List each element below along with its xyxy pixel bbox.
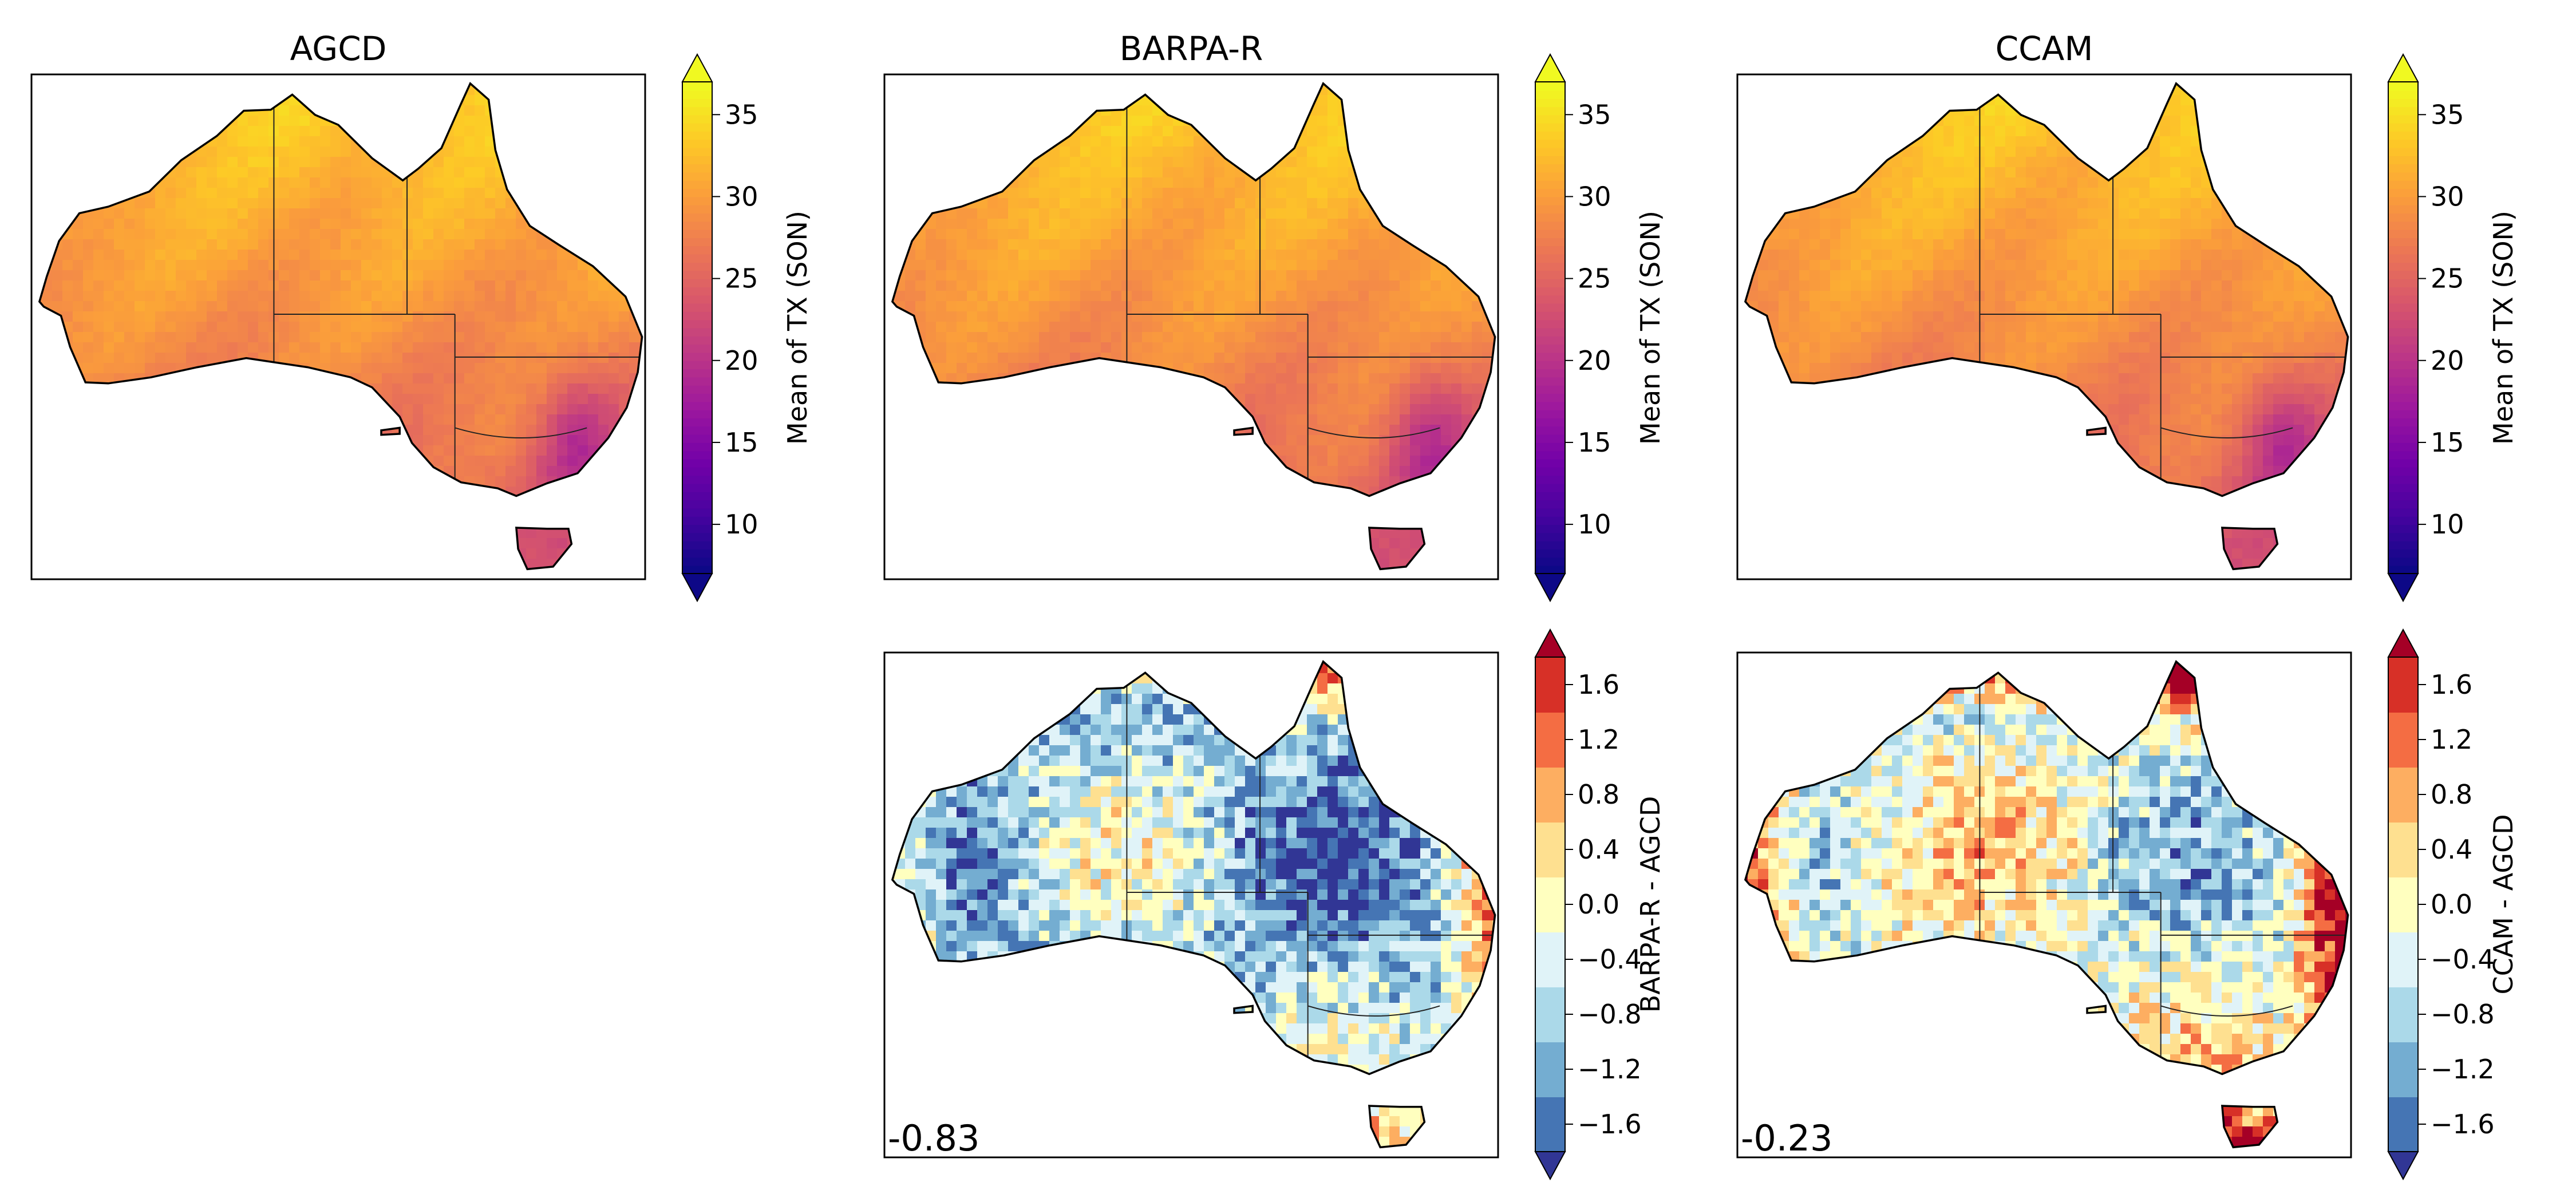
colorbar-tick-label: 35 [2431,99,2464,130]
colorbar-label: CCAM - AGCD [2488,814,2519,994]
state-borders [1979,661,2348,1072]
colorbar-tick-label: 20 [1578,345,1611,376]
colorbar-tick-label: 10 [725,509,758,540]
colorbar-tick-label: 0.8 [2431,779,2472,810]
colorbar-tick-label: 15 [1578,427,1611,458]
colorbar-tick-label: 30 [2431,181,2464,212]
colorbar-tick-label: 25 [2431,263,2464,294]
field-raster [892,83,1495,570]
coastline [1744,82,2349,571]
field-raster [892,661,1495,1148]
colorbar-tick-label: −1.2 [1578,1054,1642,1085]
state-borders [1979,83,2348,494]
coastline [38,82,643,571]
colorbar-tick-label: −1.6 [1578,1109,1642,1140]
colorbar-tick-label: 20 [725,345,758,376]
colorbar-tick-label: 0.4 [1578,834,1619,865]
colorbar: 10 15 20 25 30 35 Mean of TX (SON) [2387,53,2519,603]
colorbar-tick-label: −1.6 [2431,1109,2495,1140]
map-panel-ccam: CCAM 10 15 20 25 30 35 Mean of TX (SON) [1736,29,2519,603]
colorbar-tick-label: 30 [1578,181,1611,212]
colorbar-tick-label: 25 [725,263,758,294]
colorbar: 10 15 20 25 30 35 Mean of TX (SON) [1534,53,1666,603]
map-frame [883,73,1499,580]
map-panel-barpa-diff: -0.83 −1.6 −1.2 −0.8 −0.4 0.0 0.4 0.8 1.2 1.6 BARP… [883,628,1666,1181]
panel-title: AGCD [290,29,387,68]
colorbar-tick-label: 35 [1578,99,1611,130]
colorbar: −1.6 −1.2 −0.8 −0.4 0.0 0.4 0.8 1.2 1.6 BARPA-R -… [1534,628,1666,1181]
field-raster [39,83,642,570]
colorbar-tick-label: 1.2 [2431,724,2472,755]
bias-value: -0.23 [1741,1117,1832,1159]
map-panel-barpa: BARPA-R 10 15 20 25 30 35 Mean of TX (SON) [883,29,1666,603]
field-raster [1745,661,2348,1148]
colorbar-tick-label: 1.6 [1578,669,1619,700]
state-borders [1126,83,1495,494]
colorbar-tick-label: −1.2 [2431,1054,2495,1085]
colorbar-tick-label: 0.8 [1578,779,1619,810]
colorbar-tick-label: 1.2 [1578,724,1619,755]
colorbar-tick-label: −0.8 [1578,999,1642,1030]
field-raster [1745,83,2348,570]
colorbar-label: Mean of TX (SON) [782,211,813,445]
colorbar-tick-label: 15 [725,427,758,458]
colorbar-tick-label: 0.0 [2431,889,2472,920]
colorbar-tick-label: 15 [2431,427,2464,458]
panel-title: CCAM [1996,29,2093,68]
colorbar: 10 15 20 25 30 35 Mean of TX (SON) [681,53,813,603]
map-frame [1736,651,2352,1158]
colorbar-tick-label: 0.4 [2431,834,2472,865]
panel-title: BARPA-R [1120,29,1263,68]
colorbar-tick-label: −0.8 [2431,999,2495,1030]
colorbar: −1.6 −1.2 −0.8 −0.4 0.0 0.4 0.8 1.2 1.6 CCAM - AG… [2387,628,2519,1181]
map-frame [883,651,1499,1158]
colorbar-tick-label: −0.4 [1578,944,1642,975]
coastline [1744,660,2349,1149]
map-frame [30,73,646,580]
colorbar-tick-label: 25 [1578,263,1611,294]
map-panel-agcd: AGCD 10 15 20 25 30 35 Mean of TX (SON) [30,29,813,603]
colorbar-tick-label: 1.6 [2431,669,2472,700]
colorbar-tick-label: 10 [1578,509,1611,540]
map-panel-ccam-diff: -0.23 −1.6 −1.2 −0.8 −0.4 0.0 0.4 0.8 1.2 1.6 CCAM… [1736,628,2519,1181]
colorbar-tick-label: 35 [725,99,758,130]
colorbar-label: BARPA-R - AGCD [1635,796,1666,1013]
colorbar-tick-label: −0.4 [2431,944,2495,975]
colorbar-label: Mean of TX (SON) [1635,211,1666,445]
colorbar-tick-label: 20 [2431,345,2464,376]
colorbar-tick-label: 0.0 [1578,889,1619,920]
colorbar-tick-label: 10 [2431,509,2464,540]
colorbar-label: Mean of TX (SON) [2488,211,2519,445]
bias-value: -0.83 [888,1117,979,1159]
map-frame [1736,73,2352,580]
coastline [891,82,1496,571]
colorbar-tick-label: 30 [725,181,758,212]
coastline [891,660,1496,1149]
